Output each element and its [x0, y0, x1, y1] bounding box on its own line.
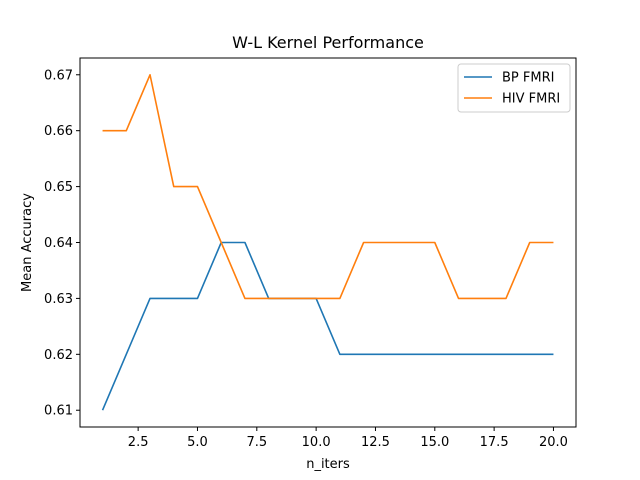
x-tick-label: 5.0 — [187, 435, 208, 450]
legend-label: BP FMRI — [502, 71, 554, 86]
x-tick-label: 17.5 — [480, 435, 509, 450]
y-tick-label: 0.64 — [44, 236, 73, 251]
x-axis: 2.5 5.0 7.5 10.0 12.5 15.0 17.5 20.0 — [128, 427, 568, 450]
legend-frame — [457, 63, 571, 113]
y-tick-label: 0.65 — [44, 180, 73, 195]
y-tick-label: 0.62 — [44, 348, 73, 363]
y-axis: 0.61 0.62 0.63 0.64 0.65 0.66 0.67 — [44, 68, 80, 419]
chart-title: W-L Kernel Performance — [232, 33, 424, 52]
x-tick-label: 20.0 — [539, 435, 568, 450]
y-tick-label: 0.61 — [44, 404, 73, 419]
x-tick-label: 15.0 — [420, 435, 449, 450]
series-layer — [101, 73, 554, 411]
x-tick-label: 10.0 — [302, 435, 331, 450]
legend-label: HIV FMRI — [502, 92, 560, 107]
y-tick-label: 0.63 — [44, 292, 73, 307]
series-line-1 — [101, 241, 554, 411]
y-tick-label: 0.66 — [44, 124, 73, 139]
x-tick-label: 7.5 — [246, 435, 267, 450]
y-axis-title: Mean Accuracy — [20, 193, 35, 292]
y-tick-label: 0.67 — [44, 68, 73, 83]
x-tick-label: 12.5 — [361, 435, 390, 450]
x-tick-label: 2.5 — [128, 435, 149, 450]
series-line-2 — [102, 73, 554, 300]
x-axis-title: n_iters — [306, 457, 350, 472]
legend: BP FMRI HIV FMRI — [457, 63, 571, 113]
